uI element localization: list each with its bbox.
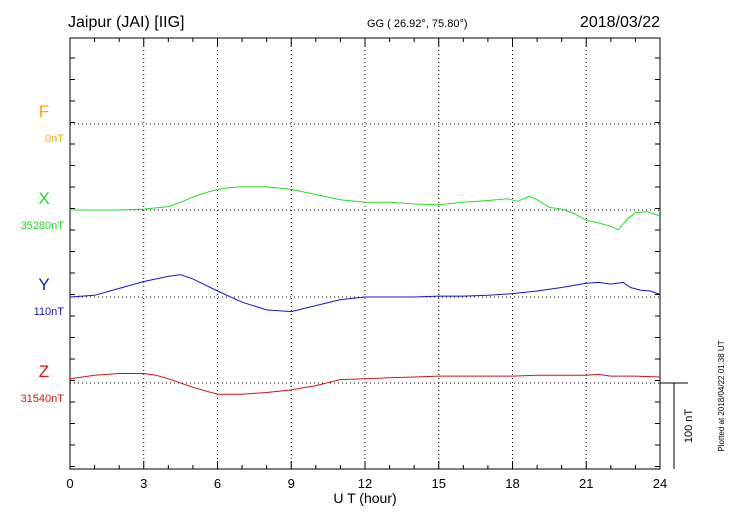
x-axis-label: U T (hour) bbox=[333, 490, 396, 506]
x-tick-labels: 0 3 6 9 12 15 18 21 24 bbox=[66, 476, 667, 491]
x-tick-label: 3 bbox=[140, 476, 147, 491]
series-labels: F 0nT X 35280nT Y 110nT Z 31540nT bbox=[21, 102, 65, 405]
series-name-y: Y bbox=[38, 275, 49, 294]
series-lines bbox=[69, 186, 661, 395]
x-tick-label: 9 bbox=[288, 476, 295, 491]
plotted-note: Plotted at 2018/04/22 01:38 UT bbox=[717, 340, 726, 451]
grid-lines bbox=[70, 38, 660, 469]
date-label: 2018/03/22 bbox=[580, 14, 660, 31]
station-title: Jaipur (JAI) [IIG] bbox=[68, 14, 184, 31]
scale-bar-label: 100 nT bbox=[683, 409, 695, 444]
x-tick-label: 21 bbox=[579, 476, 593, 491]
series-name-x: X bbox=[38, 189, 49, 208]
scale-bar bbox=[660, 382, 688, 469]
x-tick-label: 15 bbox=[432, 476, 446, 491]
x-tick-label: 0 bbox=[66, 476, 73, 491]
x-tick-label: 6 bbox=[214, 476, 221, 491]
series-line-z bbox=[69, 373, 661, 395]
series-baseline-y: 110nT bbox=[34, 306, 65, 318]
x-tick-label: 24 bbox=[653, 476, 667, 491]
coords-label: GG ( 26.92°, 75.80°) bbox=[367, 18, 468, 30]
series-line-x bbox=[70, 186, 661, 231]
x-tick-label: 18 bbox=[505, 476, 519, 491]
series-baseline-z: 31540nT bbox=[21, 393, 65, 405]
series-name-z: Z bbox=[39, 362, 49, 381]
x-tick-label: 12 bbox=[358, 476, 372, 491]
series-baseline-f: 0nT bbox=[45, 133, 64, 145]
series-baseline-x: 35280nT bbox=[21, 220, 65, 232]
series-line-y bbox=[69, 274, 661, 313]
series-name-f: F bbox=[39, 102, 49, 121]
